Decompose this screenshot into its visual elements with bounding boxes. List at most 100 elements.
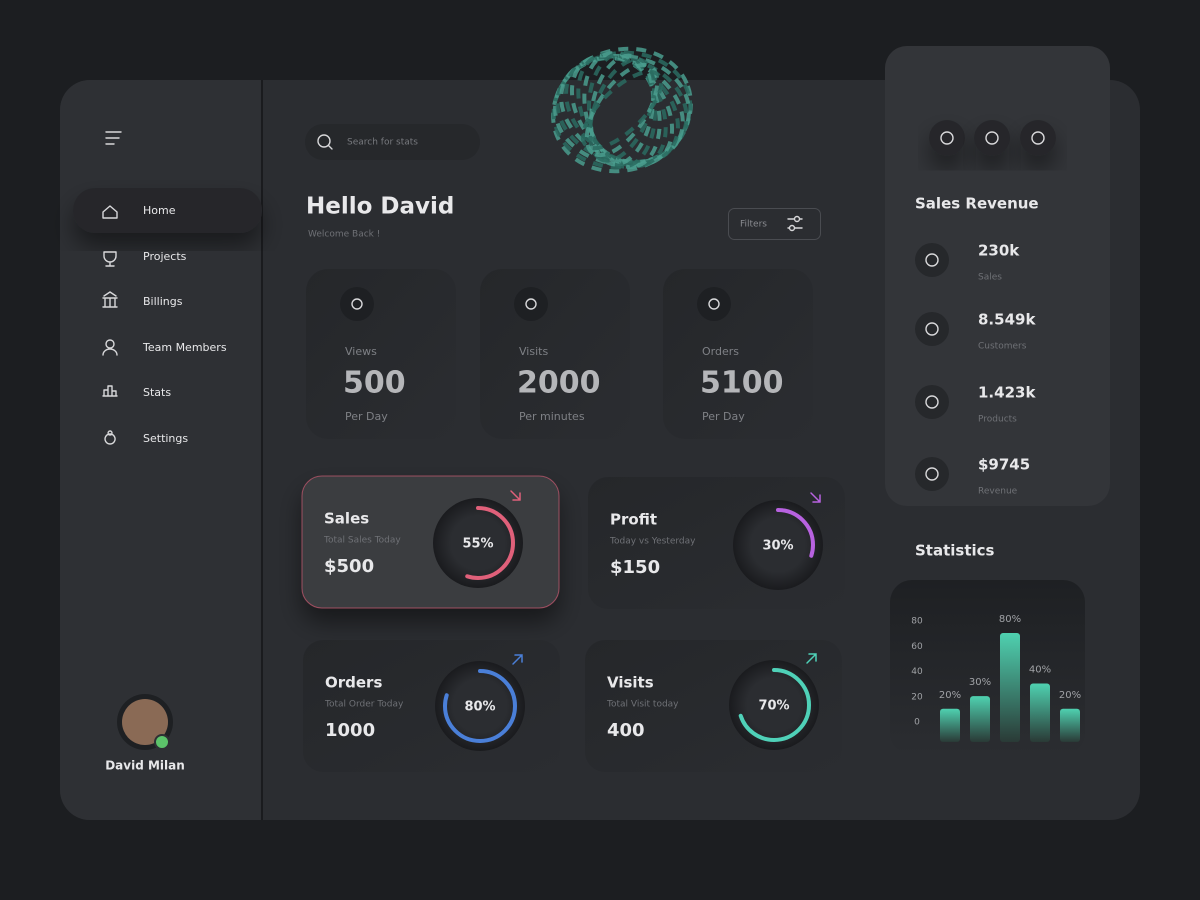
- ring-label: 55%: [462, 537, 493, 552]
- revenue-value: 230k: [978, 242, 1020, 260]
- nav-icon: [104, 430, 116, 445]
- kpi-amount: 400: [607, 720, 645, 741]
- stat-label: Views: [345, 345, 377, 358]
- ring-bg: [435, 661, 525, 751]
- greeting-subtitle: Welcome Back !: [308, 230, 380, 240]
- bar-label: 30%: [969, 677, 991, 688]
- kpi-subtitle: Total Order Today: [324, 700, 404, 710]
- toolbar-button[interactable]: [1020, 120, 1056, 156]
- ring-bg: [733, 500, 823, 590]
- bar: [1030, 683, 1050, 742]
- search-box[interactable]: [305, 124, 480, 160]
- revenue-icon: [925, 322, 939, 336]
- trend-arrow: [810, 492, 821, 503]
- statistics-title: Statistics: [915, 542, 995, 560]
- kpi-amount: $500: [324, 556, 374, 577]
- toolbar-button[interactable]: [974, 120, 1010, 156]
- revenue-icon: [925, 395, 939, 409]
- revenue-value: 8.549k: [978, 311, 1036, 329]
- y-tick-label: 20: [911, 692, 923, 702]
- kpi-title: Profit: [610, 511, 657, 529]
- revenue-icon-bg: [915, 385, 949, 419]
- bar-label: 20%: [1059, 690, 1081, 701]
- filters-icon: [787, 215, 803, 232]
- stat-value: 2000: [517, 366, 601, 401]
- nav-label[interactable]: Stats: [143, 386, 171, 399]
- nav-icon: [102, 205, 118, 219]
- filters-label: Filters: [740, 220, 767, 230]
- toolbar-button[interactable]: [929, 120, 965, 156]
- trend-arrow: [806, 653, 817, 664]
- stat-value: 5100: [700, 366, 784, 401]
- revenue-label: Customers: [978, 342, 1027, 352]
- nav-icon: [102, 291, 118, 308]
- filters-button[interactable]: [728, 208, 821, 240]
- nav-label[interactable]: Team Members: [142, 341, 227, 354]
- nav-label[interactable]: Billings: [143, 295, 183, 308]
- stat-unit: Per Day: [702, 410, 745, 423]
- kpi-subtitle: Total Sales Today: [323, 536, 401, 546]
- nav-label[interactable]: Home: [143, 204, 176, 217]
- avatar-photo: [122, 699, 168, 745]
- revenue-icon: [925, 253, 939, 267]
- kpi-title: Visits: [607, 674, 654, 692]
- revenue-icon-bg: [915, 457, 949, 491]
- revenue-label: Products: [978, 415, 1017, 425]
- stat-icon: [708, 298, 720, 310]
- bar: [1000, 633, 1020, 742]
- revenue-icon-bg: [915, 243, 949, 277]
- stat-label: Visits: [519, 345, 548, 358]
- y-tick-label: 80: [911, 617, 923, 627]
- stat-label: Orders: [702, 345, 739, 358]
- nav-icon: [102, 339, 118, 356]
- revenue-icon-bg: [915, 312, 949, 346]
- decoration-stripe: [580, 69, 664, 151]
- revenue-label: Revenue: [978, 487, 1018, 497]
- revenue-value: 1.423k: [978, 384, 1036, 402]
- bar: [970, 696, 990, 742]
- ring-bg: [729, 660, 819, 750]
- ring-arc: [737, 668, 811, 742]
- search-placeholder: Search for stats: [347, 138, 418, 148]
- search-icon: [317, 134, 333, 150]
- toolbar-icon: [985, 131, 999, 145]
- nav-label[interactable]: Projects: [143, 250, 187, 263]
- stat-unit: Per Day: [345, 410, 388, 423]
- user-name: David Milan: [105, 759, 185, 773]
- bar-label: 80%: [999, 614, 1021, 625]
- bar-label: 20%: [939, 690, 961, 701]
- stat-icon: [525, 298, 537, 310]
- main-panel: [60, 80, 1140, 820]
- trend-arrow: [512, 654, 523, 665]
- ring-label: 80%: [464, 700, 495, 715]
- stat-icon: [351, 298, 363, 310]
- trend-arrow: [510, 490, 521, 501]
- bar: [940, 708, 960, 742]
- decoration-stripe: [587, 57, 657, 163]
- ring-label: 30%: [762, 539, 793, 554]
- ring-bg: [433, 498, 523, 588]
- stat-icon-bg: [697, 287, 731, 321]
- kpi-amount: 1000: [325, 720, 375, 741]
- ring-arc: [441, 506, 515, 580]
- greeting: Hello David: [306, 194, 454, 220]
- y-tick-label: 0: [914, 718, 920, 728]
- kpi-amount: $150: [610, 557, 660, 578]
- kpi-subtitle: Total Visit today: [606, 700, 679, 710]
- revenue-title: Sales Revenue: [915, 195, 1039, 213]
- decoration-stripe: [586, 51, 658, 169]
- decoration-stripe: [588, 53, 656, 167]
- nav-icon: [102, 385, 118, 397]
- kpi-title: Sales: [324, 510, 369, 528]
- status-dot: [154, 734, 170, 750]
- kpi-subtitle: Today vs Yesterday: [609, 537, 696, 547]
- stat-value: 500: [343, 366, 406, 401]
- kpi-title: Orders: [325, 674, 382, 692]
- y-tick-label: 60: [911, 642, 923, 652]
- nav-label[interactable]: Settings: [143, 432, 188, 445]
- revenue-label: Sales: [978, 273, 1002, 283]
- ring-label: 70%: [758, 699, 789, 714]
- stat-unit: Per minutes: [519, 410, 585, 423]
